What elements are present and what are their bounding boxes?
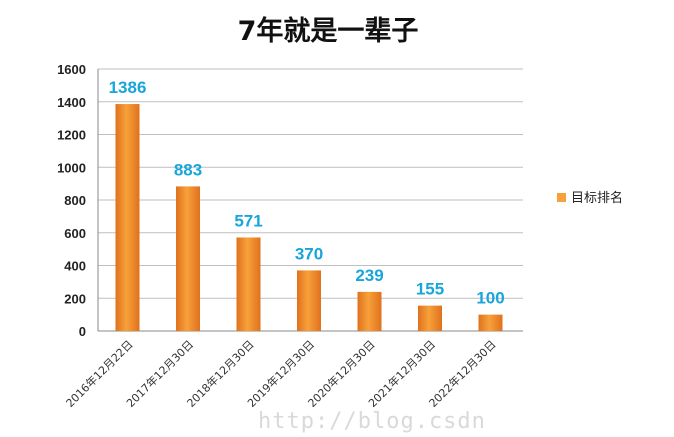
y-tick-label: 200: [64, 291, 86, 306]
y-tick-label: 400: [64, 259, 86, 274]
y-tick-label: 1000: [57, 160, 86, 175]
legend: 目标排名: [557, 190, 623, 206]
bar: [297, 270, 321, 331]
bar: [357, 291, 382, 331]
data-label: 571: [234, 211, 262, 230]
data-labels: 1386 883 571 370 239 155 100: [109, 78, 505, 308]
bar: [236, 237, 261, 331]
y-tick-label: 1400: [57, 95, 86, 110]
bar: [115, 104, 140, 331]
data-label: 370: [295, 244, 323, 263]
data-label: 155: [416, 280, 444, 299]
bars: [115, 104, 503, 331]
bar: [478, 314, 503, 331]
y-axis-ticks: 0 200 400 600 800 1000 1200 1400 1600: [57, 62, 86, 339]
legend-label: 目标排名: [571, 190, 623, 206]
bar: [418, 305, 442, 331]
y-tick-label: 600: [64, 226, 86, 241]
y-tick-label: 1600: [57, 62, 86, 77]
data-label: 100: [476, 289, 504, 308]
data-label: 1386: [109, 78, 147, 97]
data-label: 883: [174, 160, 202, 179]
y-tick-label: 0: [79, 324, 86, 339]
legend-swatch: [557, 193, 566, 202]
bar: [176, 186, 200, 331]
grid-lines: [97, 68, 523, 332]
y-tick-label: 1200: [57, 128, 86, 143]
data-label: 239: [355, 266, 383, 285]
chart-title: 7年就是一辈子: [238, 15, 419, 47]
y-tick-label: 800: [64, 193, 86, 208]
x-axis-ticks: 2016年12月22日2017年12月30日2018年12月30日2019年12…: [63, 337, 499, 410]
watermark: http://blog.csdn: [258, 409, 486, 434]
